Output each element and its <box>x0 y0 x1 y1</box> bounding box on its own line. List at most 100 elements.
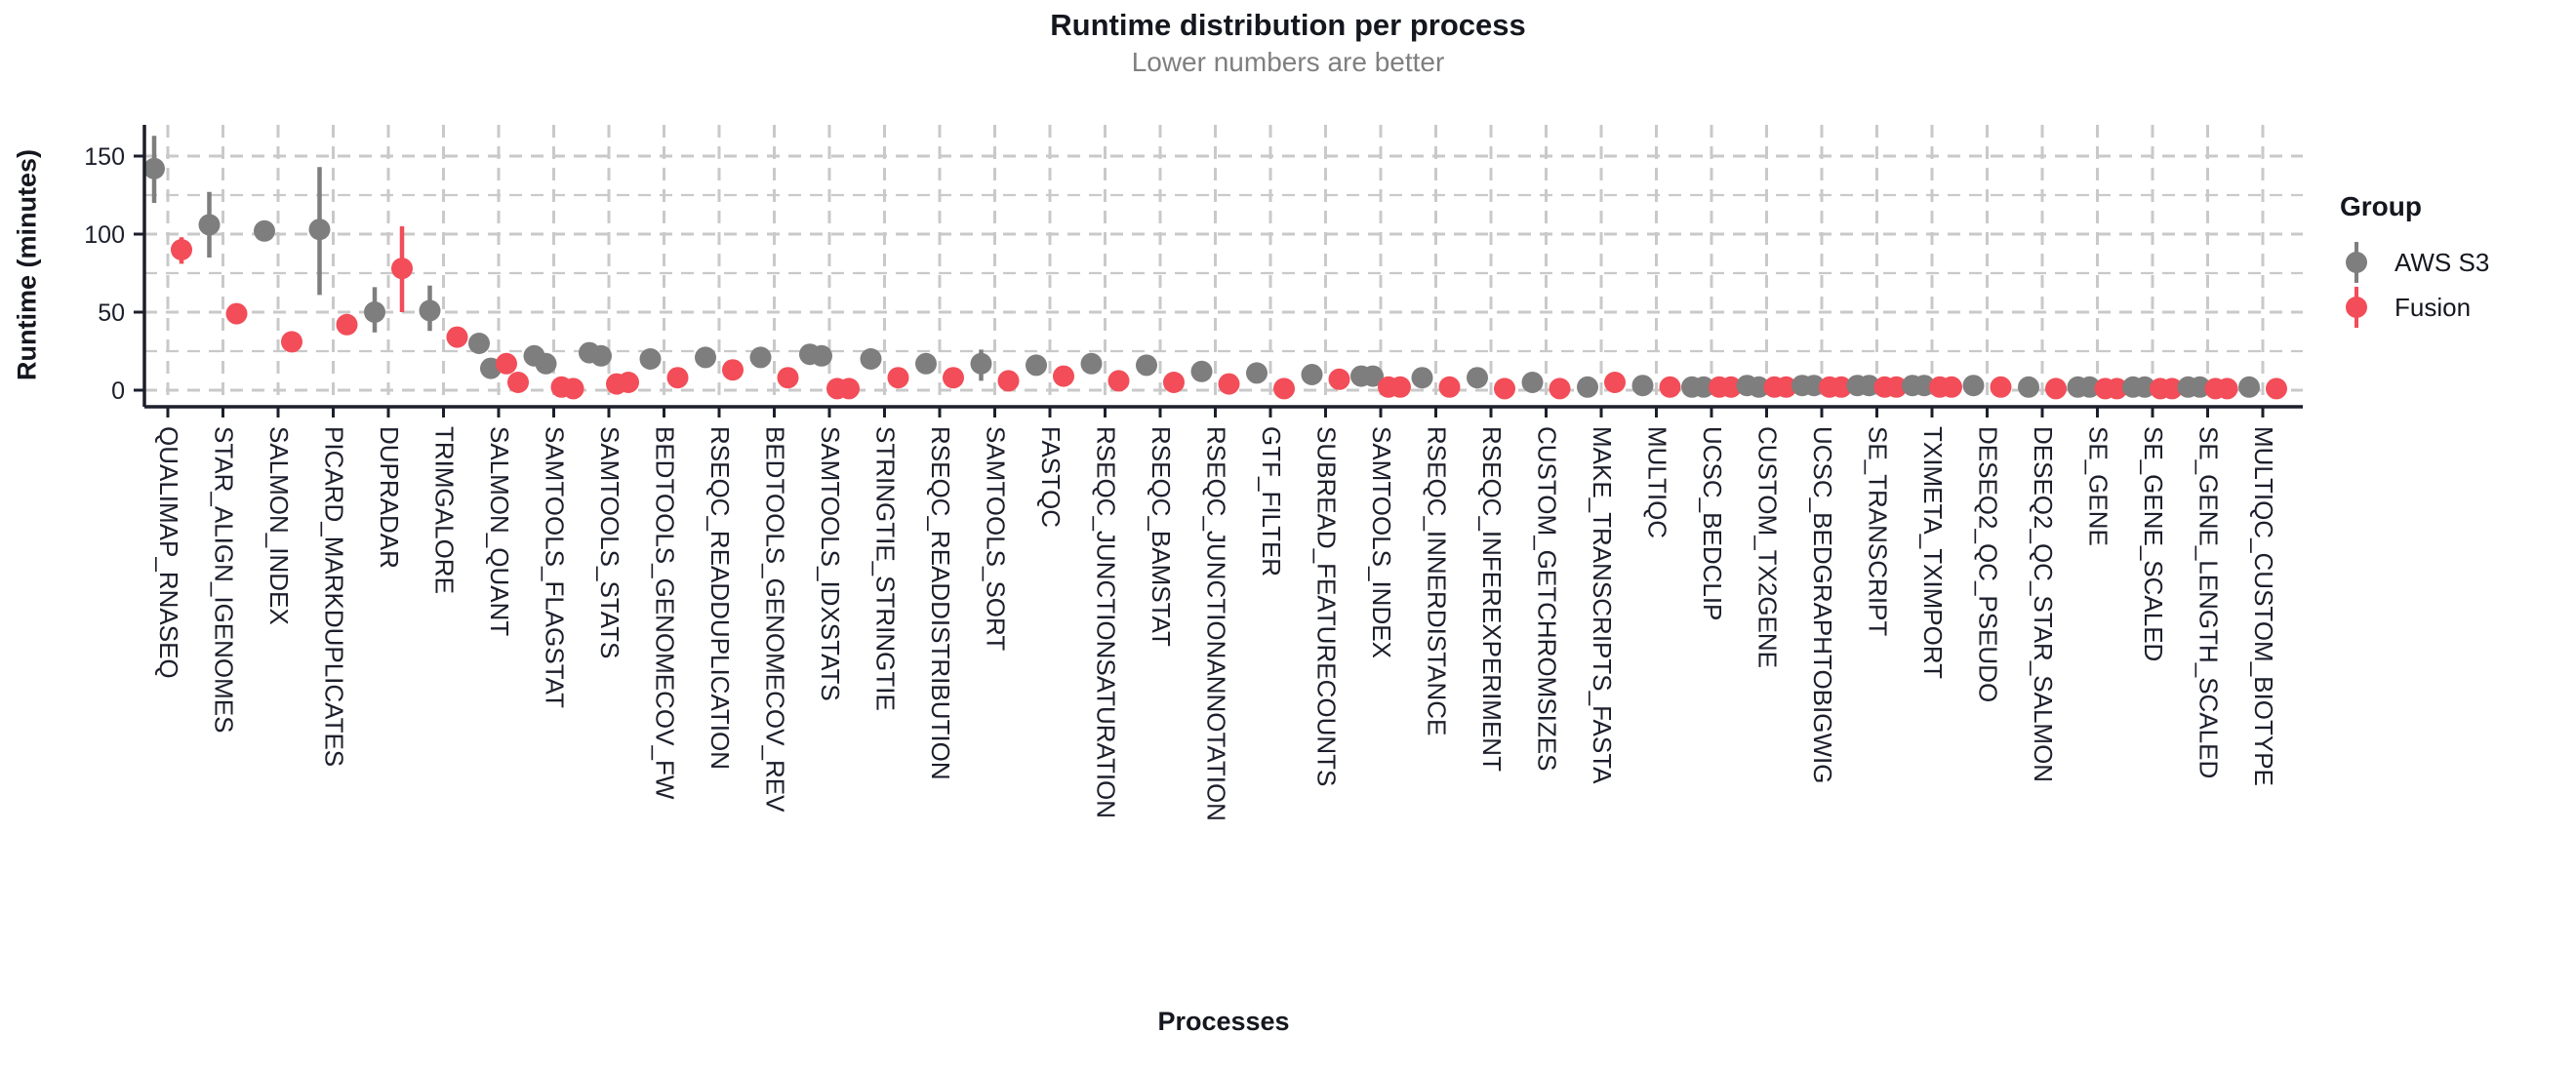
data-point-aws-s3 <box>364 301 385 323</box>
x-axis-label: DUPRADAR <box>375 426 404 569</box>
legend-title: Group <box>2340 191 2422 221</box>
x-axis-label: QUALIMAP_RNASEQ <box>154 426 183 679</box>
data-point-aws-s3 <box>1026 354 1047 377</box>
data-point-aws-s3 <box>1748 376 1770 398</box>
data-point-aws-s3 <box>1411 367 1433 389</box>
data-point-aws-s3 <box>1803 375 1825 397</box>
data-point-fusion <box>171 239 192 260</box>
x-axis-label: SE_TRANSCRIPT <box>1864 426 1893 636</box>
data-point-aws-s3 <box>143 157 165 179</box>
x-axis-label: SAMTOOLS_STATS <box>595 426 624 658</box>
x-axis-label: UCSC_BEDCLIP <box>1698 426 1727 620</box>
data-point-aws-s3 <box>2018 376 2039 398</box>
data-point-aws-s3 <box>1693 376 1714 398</box>
data-point-fusion <box>1720 376 1742 398</box>
data-point-aws-s3 <box>590 344 612 367</box>
pointrange-glyph-red-icon <box>2340 285 2373 330</box>
data-point-fusion <box>1549 378 1571 400</box>
data-point-fusion <box>2045 378 2067 400</box>
y-tick-label: 100 <box>84 221 125 249</box>
chart-subtitle: Lower numbers are better <box>1131 47 1445 77</box>
x-axis-label: SE_GENE <box>2084 426 2113 546</box>
y-tick-label: 150 <box>84 143 125 171</box>
legend: Group AWS S3 Fusion <box>2340 191 2564 330</box>
x-axis-label: TRIMGALORE <box>430 426 460 594</box>
legend-item-aws-s3: AWS S3 <box>2340 240 2564 285</box>
x-axis-label: SALMON_QUANT <box>485 426 514 636</box>
x-axis-label: MULTIQC <box>1643 426 1672 538</box>
data-point-fusion <box>1941 376 1962 398</box>
legend-label-fusion: Fusion <box>2395 292 2472 322</box>
data-point-fusion <box>1438 376 1461 398</box>
data-point-aws-s3 <box>1858 375 1880 397</box>
data-point-aws-s3 <box>1962 375 1985 397</box>
data-point-fusion <box>281 331 302 353</box>
data-point-fusion <box>1990 376 2012 398</box>
x-axis-label: PICARD_MARKDUPLICATES <box>320 426 349 767</box>
data-point-fusion <box>1831 376 1852 398</box>
data-point-aws-s3 <box>2134 376 2155 398</box>
x-axis-label: RSEQC_INFEREXPERIMENT <box>1477 426 1507 772</box>
data-point-fusion <box>2266 378 2287 400</box>
data-point-fusion <box>943 367 964 389</box>
data-point-fusion <box>446 326 468 348</box>
data-point-fusion <box>1775 376 1797 398</box>
data-point-fusion <box>1328 368 1350 390</box>
data-point-fusion <box>666 367 689 389</box>
x-axis-label: TXIMETA_TXIMPORT <box>1918 426 1948 679</box>
data-point-fusion <box>618 372 639 393</box>
x-axis-label: SAMTOOLS_SORT <box>982 426 1011 651</box>
data-point-aws-s3 <box>860 348 882 370</box>
data-point-fusion <box>507 372 529 393</box>
data-point-fusion <box>1389 376 1411 398</box>
data-point-fusion <box>1659 376 1681 398</box>
x-axis-label: RSEQC_READDUPLICATION <box>705 426 735 770</box>
x-axis-label: RSEQC_JUNCTIONSATURATION <box>1092 426 1121 818</box>
data-point-aws-s3 <box>1521 372 1544 393</box>
pointrange-glyph-gray-icon <box>2340 240 2373 285</box>
data-point-fusion <box>225 302 248 325</box>
data-point-aws-s3 <box>535 352 557 375</box>
data-point-fusion <box>722 359 744 381</box>
data-point-aws-s3 <box>639 348 662 370</box>
data-point-aws-s3 <box>419 299 441 322</box>
x-axis-label: SE_GENE_LENGTH_SCALED <box>2194 426 2224 778</box>
data-point-fusion <box>1107 370 1130 392</box>
x-axis-label: RSEQC_READDISTRIBUTION <box>926 426 955 780</box>
data-point-fusion <box>2161 378 2183 400</box>
x-axis-label: CUSTOM_GETCHROMSIZES <box>1533 426 1562 771</box>
data-point-aws-s3 <box>1301 364 1323 385</box>
x-axis-label: RSEQC_BAMSTAT <box>1147 426 1176 647</box>
data-point-aws-s3 <box>1913 375 1935 397</box>
x-axis-label: SE_GENE_SCALED <box>2139 426 2168 661</box>
data-point-aws-s3 <box>915 352 937 375</box>
data-point-aws-s3 <box>198 214 221 236</box>
data-point-fusion <box>1218 373 1240 395</box>
x-axis-title: Processes <box>1157 1007 1290 1036</box>
data-point-aws-s3 <box>695 346 716 369</box>
x-axis-label: BEDTOOLS_GENOMECOV_REV <box>761 426 790 813</box>
x-axis-label: MULTIQC_CUSTOM_BIOTYPE <box>2249 426 2278 786</box>
data-point-aws-s3 <box>1631 375 1654 397</box>
y-tick-label: 50 <box>98 299 125 327</box>
data-point-fusion <box>1885 376 1908 398</box>
data-point-fusion <box>887 367 909 389</box>
x-axis-label: CUSTOM_TX2GENE <box>1753 426 1783 668</box>
data-point-aws-s3 <box>2238 376 2260 398</box>
data-point-aws-s3 <box>1577 376 1598 398</box>
x-axis-label: STAR_ALIGN_IGENOMES <box>210 426 239 734</box>
data-point-fusion <box>562 378 584 400</box>
x-axis-label: SALMON_INDEX <box>264 426 294 625</box>
data-point-fusion <box>2216 378 2238 400</box>
data-point-aws-s3 <box>1190 360 1213 382</box>
data-point-fusion <box>336 313 358 336</box>
x-axis-label: BEDTOOLS_GENOMECOV_FW <box>651 426 680 800</box>
data-point-fusion <box>1604 372 1626 393</box>
data-point-aws-s3 <box>1080 352 1103 375</box>
x-axis-label: RSEQC_JUNCTIONANNOTATION <box>1202 426 1231 821</box>
x-axis-label: DESEQ2_QC_STAR_SALMON <box>2029 426 2058 782</box>
x-axis-label: DESEQ2_QC_PSEUDO <box>1974 426 2003 702</box>
data-point-aws-s3 <box>1362 365 1384 387</box>
